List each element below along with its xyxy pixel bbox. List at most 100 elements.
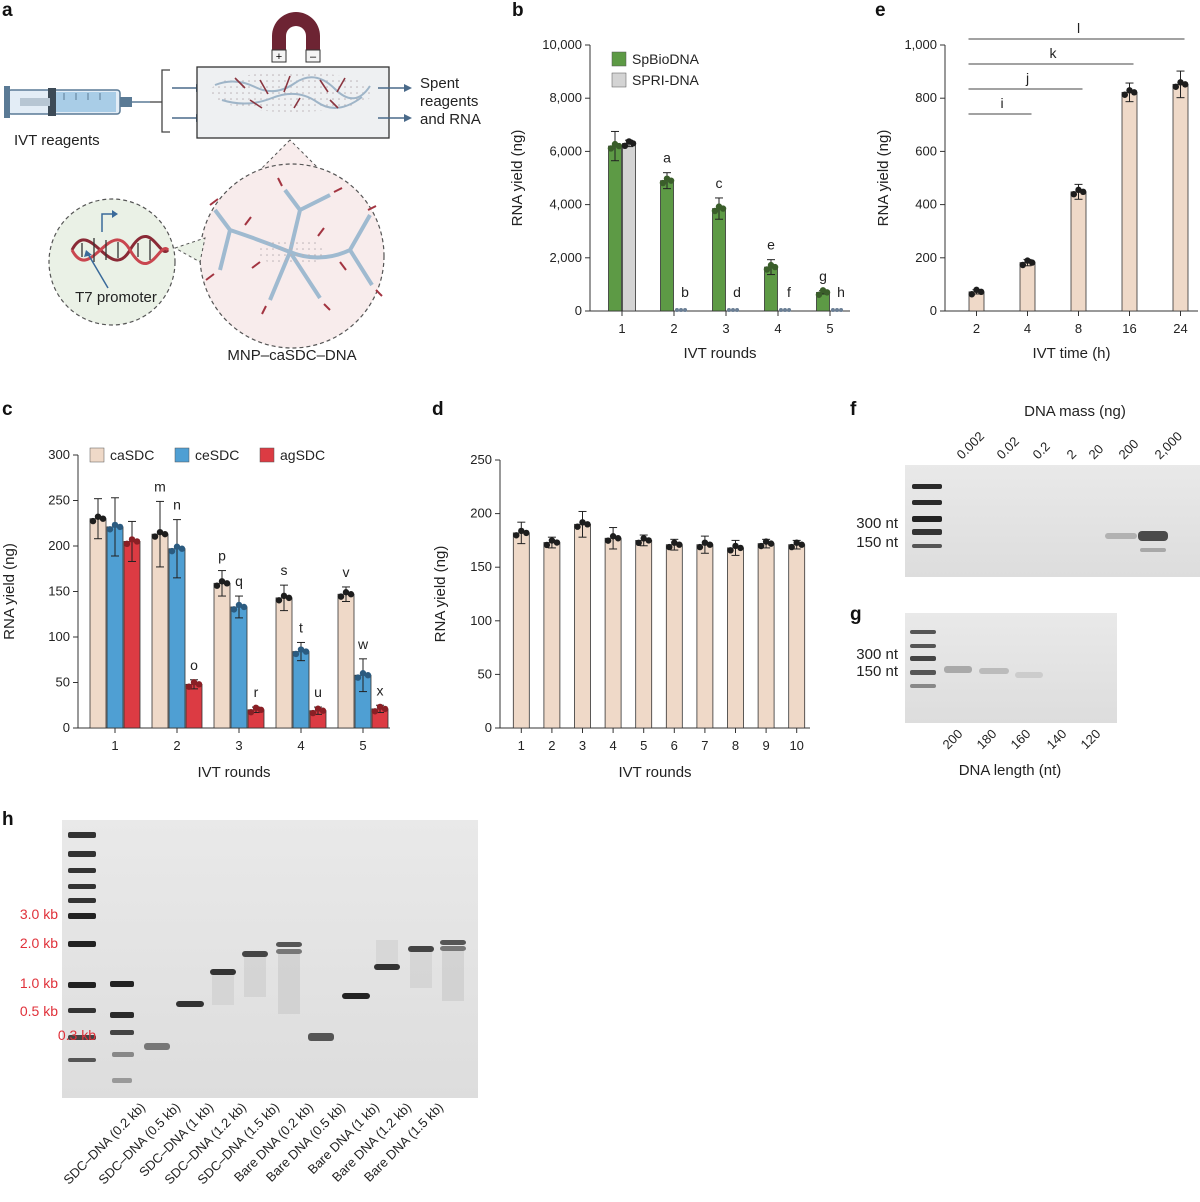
replicate-dot	[830, 308, 835, 312]
gel-g-lane-3: 140	[1044, 726, 1070, 752]
replicate-dot	[347, 591, 355, 598]
y-tick-label: 300	[48, 447, 70, 462]
replicate-dot	[240, 603, 248, 611]
replicate-dot	[173, 543, 181, 550]
gel-g-lane-4: 120	[1078, 726, 1104, 752]
y-tick-label: 1,000	[904, 37, 937, 52]
gel-h-ladder	[68, 832, 96, 1062]
replicate-dot	[1172, 83, 1180, 90]
x-tick-label: 24	[1173, 321, 1187, 336]
gel-g-marker-150: 150 nt	[856, 663, 899, 680]
bar	[696, 544, 714, 729]
bar	[512, 532, 530, 729]
x-axis-label: IVT rounds	[197, 764, 270, 781]
x-tick-label: 10	[789, 738, 803, 753]
x-tick-label: 8	[732, 738, 739, 753]
replicate-dot	[629, 140, 637, 147]
x-tick-label: 2	[670, 321, 677, 336]
replicate-dot	[1028, 259, 1036, 266]
replicate-dot	[94, 513, 102, 520]
replicate-dot	[230, 606, 238, 613]
x-tick-label: 1	[618, 321, 625, 336]
x-tick-label: 1	[111, 738, 118, 753]
magnet-plus-label: +	[276, 51, 282, 63]
gel-g-lane-0: 200	[940, 726, 966, 752]
replicate-dot	[1019, 261, 1027, 269]
gel-f-marker-300: 300 nt	[856, 515, 899, 532]
replicate-dot	[719, 205, 727, 212]
replicate-dot	[381, 705, 389, 713]
replicate-dot	[518, 527, 525, 535]
gel-g-lane-2: 160	[1008, 726, 1034, 752]
replicate-dot	[218, 578, 226, 585]
replicate-dot	[696, 543, 704, 551]
bar	[574, 523, 591, 729]
replicate-dot	[543, 541, 551, 549]
replicate-dot	[621, 142, 629, 150]
y-tick-label: 100	[48, 629, 70, 644]
replicate-dot	[548, 537, 556, 544]
replicate-dot	[839, 308, 844, 312]
replicate-dot	[676, 541, 683, 548]
replicate-dot	[195, 681, 203, 688]
y-axis-label: RNA yield (ng)	[509, 130, 526, 227]
bar	[727, 547, 744, 729]
replicate-dot	[553, 539, 561, 546]
replicate-dot	[359, 670, 367, 677]
y-axis-label: RNA yield (ng)	[875, 130, 892, 227]
x-tick-label: 1	[518, 738, 525, 753]
replicate-dot	[128, 536, 136, 543]
bar	[1070, 191, 1087, 312]
y-tick-label: 250	[48, 493, 70, 508]
panel-label-d: d	[432, 399, 444, 420]
chart-e: 0 200 400 600 800 1,000 RNA yield (ng) IVT time…	[875, 20, 1198, 362]
diagram-a: IVT reagents Spent reagents and RNA	[4, 12, 481, 364]
replicate-dot	[787, 308, 792, 312]
replicate-dot	[319, 707, 327, 714]
panel-label-h: h	[2, 809, 14, 830]
y-tick-label: 200	[48, 538, 70, 553]
significance-letter: q	[235, 573, 243, 589]
dna-helix-icon	[70, 210, 170, 266]
significance-letter: a	[663, 150, 671, 166]
gel-f-ladder	[912, 484, 942, 548]
bar	[123, 541, 141, 729]
replicate-dot	[1070, 191, 1078, 198]
replicate-dot	[376, 703, 384, 711]
bar	[275, 597, 293, 729]
y-tick-label: 6,000	[549, 143, 582, 158]
significance-letter: p	[218, 548, 226, 564]
x-axis-label: IVT rounds	[683, 345, 756, 362]
replicate-dot	[788, 543, 795, 551]
y-tick-label: 4,000	[549, 197, 582, 212]
replicate-dot	[1130, 89, 1138, 96]
gel-g-lane-1: 180	[974, 726, 1000, 752]
replicate-dot	[223, 580, 231, 587]
significance-letter: r	[254, 684, 259, 700]
x-tick-label: 5	[640, 738, 647, 753]
t7-promoter-label: T7 promoter	[75, 289, 157, 306]
replicate-dot	[156, 528, 164, 536]
replicate-dot	[711, 207, 719, 215]
gel-g: 300 nt 150 nt 200 180 160 140 120 DNA le…	[856, 613, 1117, 779]
panel-label-c: c	[2, 399, 13, 420]
x-tick-label: 2	[973, 321, 980, 336]
x-tick-label: 2	[173, 738, 180, 753]
replicate-dot	[99, 515, 107, 522]
y-tick-label: 0	[485, 720, 492, 735]
gel-g-image	[905, 613, 1117, 723]
y-tick-label: 600	[915, 143, 937, 158]
bar	[213, 582, 231, 729]
gel-h-band-bare-0.2	[308, 1033, 334, 1041]
replicate-dot	[579, 519, 586, 526]
legend-label: SPRI-DNA	[632, 72, 700, 88]
replicate-dot	[309, 709, 317, 717]
significance-letter: x	[377, 682, 384, 698]
spent-label-1: Spent	[420, 75, 460, 92]
y-tick-label: 0	[930, 303, 937, 318]
replicate-dot	[285, 594, 293, 602]
y-tick-label: 800	[915, 90, 937, 105]
legend-swatch	[174, 447, 190, 463]
replicate-dot	[667, 177, 675, 184]
